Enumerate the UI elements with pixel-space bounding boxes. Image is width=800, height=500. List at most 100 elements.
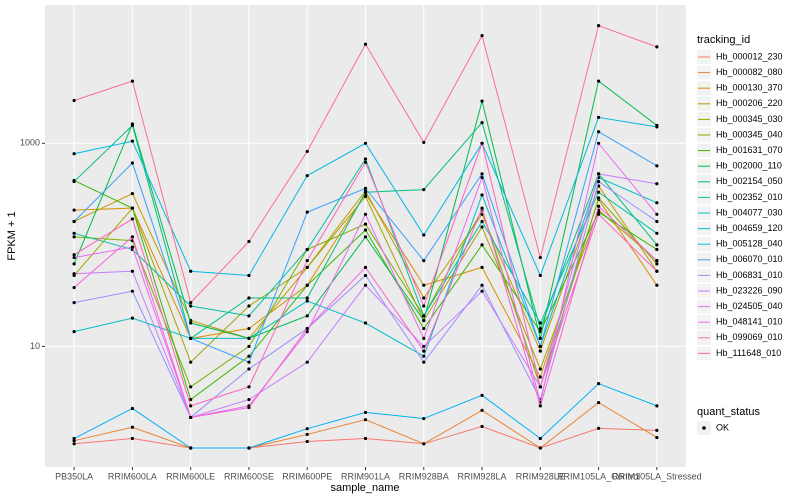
point [305, 174, 309, 178]
point [480, 243, 484, 247]
legend-label: Hb_024505_040 [716, 301, 783, 311]
point [363, 235, 368, 239]
point [189, 304, 193, 308]
point [538, 349, 542, 353]
point [305, 296, 309, 300]
x-tick-label: RRIM600LA [108, 471, 157, 481]
x-tick-label: RRIM901LA [341, 471, 390, 481]
point [363, 410, 368, 415]
point [305, 432, 309, 437]
point [596, 400, 601, 405]
point [130, 123, 135, 128]
point [305, 265, 309, 270]
point [189, 404, 193, 408]
point [422, 360, 426, 364]
point [480, 206, 484, 210]
point [72, 208, 76, 212]
point [480, 219, 484, 224]
point [655, 243, 659, 247]
point [655, 125, 659, 129]
legend-label: Hb_004659_120 [716, 223, 783, 233]
point [655, 212, 659, 216]
point [130, 289, 135, 293]
point [538, 326, 542, 331]
point [363, 186, 368, 190]
point [480, 283, 484, 287]
point [480, 225, 484, 229]
point [247, 273, 251, 278]
point [72, 231, 76, 235]
point [363, 212, 368, 216]
point [480, 408, 484, 412]
y-tick-label: 10 [30, 341, 40, 351]
legend-label: Hb_006070_010 [716, 254, 783, 264]
point [655, 164, 659, 168]
point [480, 33, 484, 38]
point [538, 344, 542, 349]
point [72, 301, 76, 305]
point [422, 233, 426, 237]
point [655, 201, 659, 205]
point [247, 239, 251, 244]
legend-point [702, 426, 706, 430]
point [538, 436, 542, 441]
point [655, 435, 659, 440]
point [422, 318, 426, 323]
point [422, 349, 426, 353]
point [130, 79, 135, 83]
point [247, 304, 251, 308]
point [305, 329, 309, 334]
point [189, 360, 193, 364]
point [480, 99, 484, 103]
point [363, 222, 368, 226]
point [130, 316, 135, 320]
point [363, 42, 368, 46]
point [130, 217, 135, 221]
point [130, 245, 135, 249]
point [538, 367, 542, 371]
point [538, 385, 542, 389]
point [247, 296, 251, 300]
point [422, 336, 426, 340]
point [422, 283, 426, 287]
point [363, 194, 368, 199]
x-tick-label: RRIM105LA_Control [557, 471, 640, 481]
point [247, 314, 251, 318]
legend-label: Hb_006831_010 [716, 270, 783, 280]
point [305, 314, 309, 318]
point [655, 231, 659, 235]
point [422, 304, 426, 308]
point [596, 382, 601, 386]
point [305, 360, 309, 364]
point [189, 336, 193, 340]
point [130, 235, 135, 239]
y-tick-label: 1000 [20, 138, 40, 148]
legend-label: OK [716, 422, 729, 432]
point [480, 120, 484, 125]
legend-label: Hb_000130_370 [716, 83, 783, 93]
point [655, 219, 659, 224]
point [189, 321, 193, 325]
point [655, 428, 659, 433]
point [189, 446, 193, 450]
point [130, 425, 135, 429]
point [480, 424, 484, 429]
point [305, 427, 309, 431]
point [189, 397, 193, 402]
point [596, 79, 601, 83]
x-tick-label: RRIM600PE [282, 471, 332, 481]
point [655, 259, 659, 263]
x-tick-label: RRIM928LE [516, 471, 565, 481]
point [72, 219, 76, 224]
point [72, 436, 76, 441]
x-tick-label: RRIM928LA [458, 471, 507, 481]
point [72, 179, 76, 184]
point [305, 326, 309, 331]
point [363, 160, 368, 164]
point [655, 247, 659, 252]
point [247, 326, 251, 331]
point [305, 149, 309, 154]
point [72, 255, 76, 260]
legend-label: Hb_111648_010 [716, 348, 781, 358]
